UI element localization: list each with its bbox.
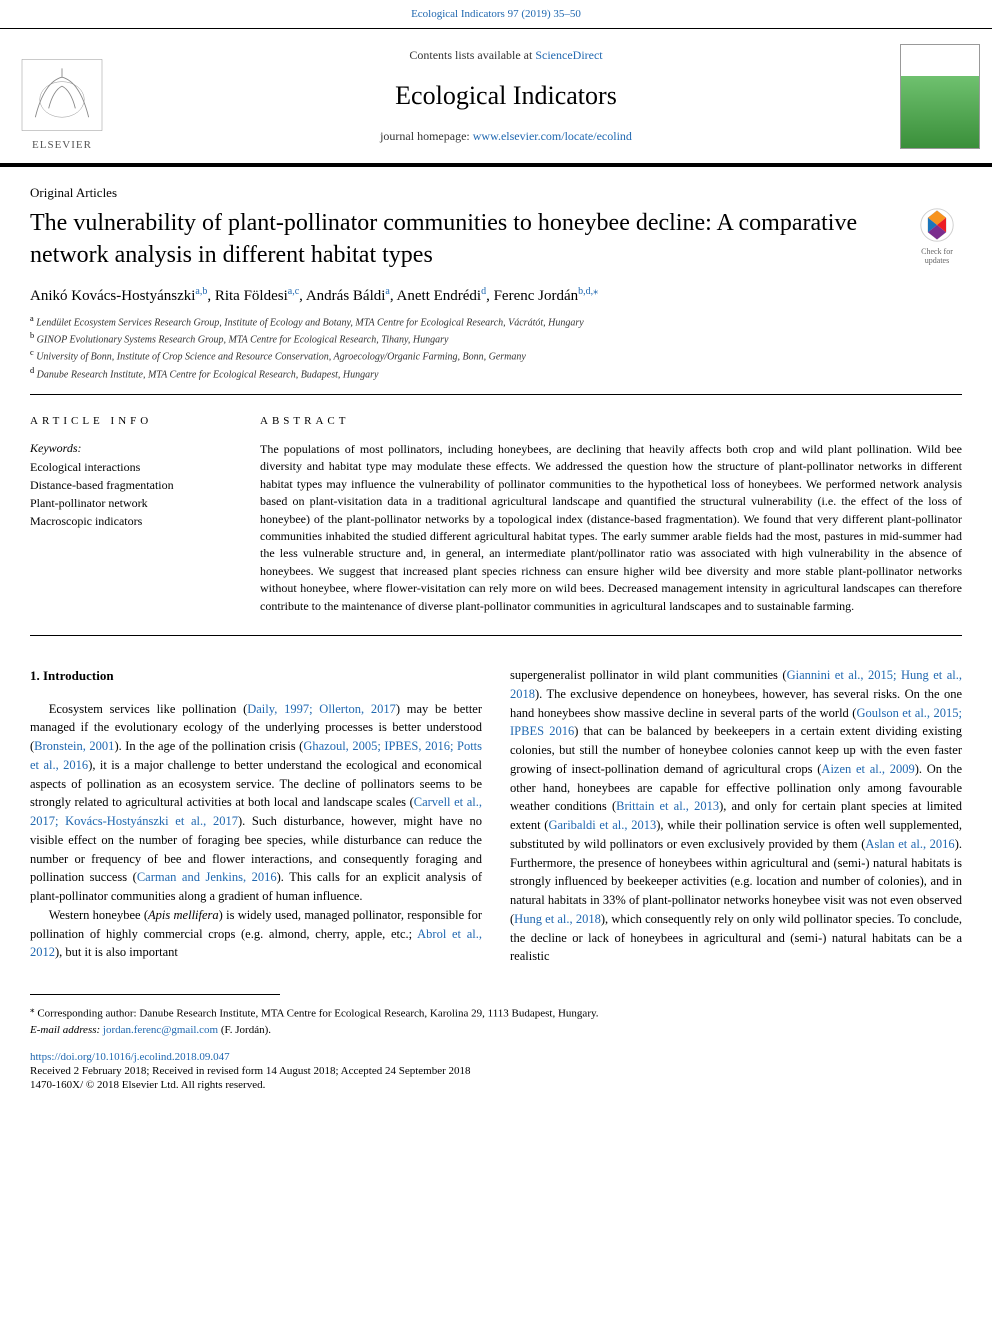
journal-cover (900, 44, 980, 149)
cite-aslan[interactable]: Aslan et al., 2016 (865, 837, 954, 851)
doi-link[interactable]: https://doi.org/10.1016/j.ecolind.2018.0… (30, 1051, 230, 1063)
contents-prefix: Contents lists available at (409, 48, 535, 62)
body-column-left: 1. Introduction Ecosystem services like … (30, 666, 482, 966)
cite-daily[interactable]: Daily, 1997; Ollerton, 2017 (247, 702, 396, 716)
section-label: Original Articles (30, 185, 992, 201)
issn-line: 1470-160X/ © 2018 Elsevier Ltd. All righ… (30, 1079, 962, 1091)
article-info-head: ARTICLE INFO (30, 415, 230, 427)
corr-text: Corresponding author: Danube Research In… (35, 1008, 599, 1020)
top-citation-link[interactable]: Ecological Indicators 97 (2019) 35–50 (411, 8, 581, 20)
cite-bronstein[interactable]: Bronstein, 2001 (34, 739, 114, 753)
cite-brittain[interactable]: Brittain et al., 2013 (616, 799, 719, 813)
cite-garibaldi[interactable]: Garibaldi et al., 2013 (548, 818, 656, 832)
affiliations: a Lendület Ecosystem Services Research G… (30, 313, 962, 382)
keywords-list: Ecological interactionsDistance-based fr… (30, 458, 230, 530)
top-citation: Ecological Indicators 97 (2019) 35–50 (0, 0, 992, 28)
divider-top (30, 394, 962, 395)
sciencedirect-link[interactable]: ScienceDirect (535, 48, 602, 62)
cite-carman[interactable]: Carman and Jenkins, 2016 (137, 870, 277, 884)
journal-header: ELSEVIER Contents lists available at Sci… (0, 28, 992, 167)
body-column-right: supergeneralist pollinator in wild plant… (510, 666, 962, 966)
cite-aizen[interactable]: Aizen et al., 2009 (821, 762, 914, 776)
abstract-text: The populations of most pollinators, inc… (260, 441, 962, 615)
contents-line: Contents lists available at ScienceDirec… (112, 48, 900, 63)
footer-separator (30, 994, 280, 995)
elsevier-logo: ELSEVIER (12, 41, 112, 151)
email-label: E-mail address: (30, 1024, 103, 1036)
species-name: Apis mellifera (148, 908, 219, 922)
homepage-prefix: journal homepage: (380, 129, 473, 143)
divider-bottom (30, 635, 962, 636)
intro-para-2: Western honeybee (Apis mellifera) is wid… (30, 906, 482, 962)
article-title: The vulnerability of plant-pollinator co… (30, 207, 892, 272)
homepage-link[interactable]: www.elsevier.com/locate/ecolind (473, 129, 632, 143)
keywords-label: Keywords: (30, 441, 230, 456)
elsevier-text: ELSEVIER (32, 139, 92, 151)
corresponding-author: ⁎ Corresponding author: Danube Research … (30, 1003, 962, 1039)
authors-list: Anikó Kovács-Hostyánszkia,b, Rita Földes… (30, 286, 962, 305)
check-updates-label: Check for updates (912, 247, 962, 265)
cite-hung[interactable]: Hung et al., 2018 (514, 912, 601, 926)
intro-para-2-cont: supergeneralist pollinator in wild plant… (510, 666, 962, 966)
received-line: Received 2 February 2018; Received in re… (30, 1065, 962, 1077)
check-updates-badge[interactable]: Check for updates (912, 207, 962, 265)
email-suffix: (F. Jordán). (218, 1024, 271, 1036)
intro-heading: 1. Introduction (30, 666, 482, 686)
corr-email-link[interactable]: jordan.ferenc@gmail.com (103, 1024, 218, 1036)
abstract-head: ABSTRACT (260, 415, 962, 427)
doi-line: https://doi.org/10.1016/j.ecolind.2018.0… (30, 1051, 962, 1063)
intro-para-1: Ecosystem services like pollination (Dai… (30, 700, 482, 906)
journal-name: Ecological Indicators (112, 81, 900, 111)
homepage-line: journal homepage: www.elsevier.com/locat… (112, 129, 900, 144)
